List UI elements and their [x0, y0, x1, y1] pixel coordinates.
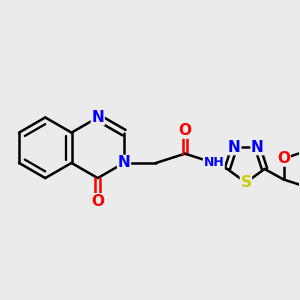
Text: N: N	[92, 110, 104, 125]
Text: O: O	[277, 151, 290, 166]
Text: NH: NH	[203, 156, 224, 170]
Text: S: S	[240, 175, 251, 190]
Text: N: N	[251, 140, 264, 154]
Text: N: N	[228, 140, 241, 154]
Text: O: O	[178, 123, 191, 138]
Text: N: N	[118, 155, 130, 170]
Text: O: O	[91, 194, 104, 209]
